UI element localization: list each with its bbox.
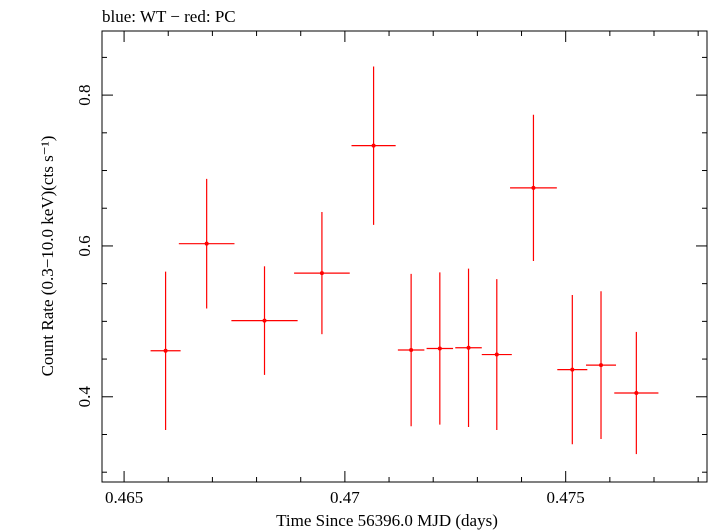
y-tick-label: 0.4 [75,386,94,408]
y-tick-label: 0.8 [75,84,94,105]
x-axis-label: Time Since 56396.0 MJD (days) [276,511,498,530]
x-axis: 0.465 0.47 0.475 [105,31,699,507]
point-marker [409,348,414,353]
point-marker [599,363,604,368]
point-marker [437,346,442,351]
data-point [178,178,235,309]
x-tick-label: 0.475 [547,488,585,507]
point-marker [531,185,536,190]
x-tick-label: 0.47 [330,488,360,507]
plot-frame [101,30,708,483]
point-marker [204,241,209,246]
data-point [231,266,298,375]
point-marker [262,318,267,323]
point-marker [466,345,471,350]
data-point [351,66,396,225]
data-point [510,114,557,262]
y-axis-label: Count Rate (0.3−10.0 keV)(cts s⁻¹) [38,136,57,377]
point-marker [634,391,639,396]
data-point [481,279,512,430]
point-marker [319,271,324,276]
point-marker [371,143,376,148]
data-point [455,268,482,427]
data-point [614,331,659,455]
point-marker [163,348,168,353]
point-marker [494,352,499,357]
y-tick-label: 0.6 [75,235,94,256]
data-point [426,272,454,425]
data-point [557,294,588,445]
y-axis: 0.4 0.6 0.8 [75,56,707,473]
chart-title: blue: WT − red: PC [102,7,236,26]
x-tick-label: 0.465 [105,488,143,507]
data-point [397,273,425,427]
point-marker [570,367,575,372]
data-point [150,271,181,430]
data-point [294,212,350,335]
data-series [150,66,659,455]
data-point [586,291,617,440]
